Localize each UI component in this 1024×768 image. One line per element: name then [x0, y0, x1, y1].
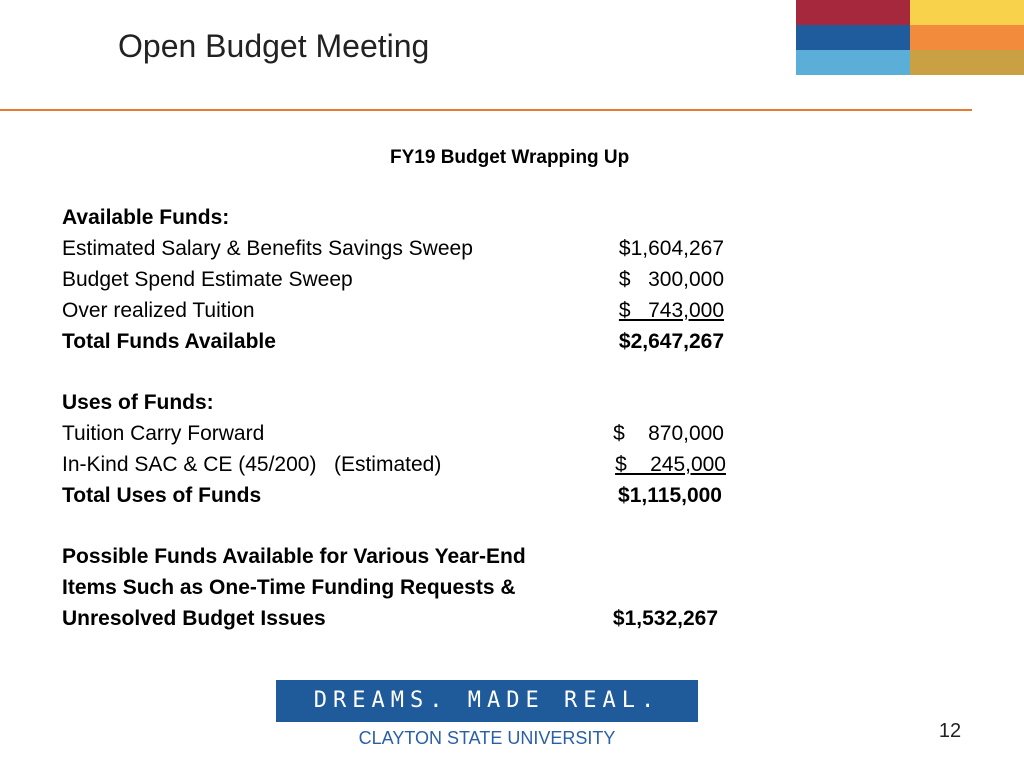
logo-tagline: DREAMS. MADE REAL.	[276, 680, 698, 722]
closing-line: Unresolved Budget Issues	[62, 607, 326, 630]
row-amount: $ 300,000	[618, 268, 724, 291]
color-block	[910, 50, 1024, 75]
page-number: 12	[938, 720, 962, 742]
row-amount: $ 743,000	[618, 299, 724, 322]
row-label: Estimated Salary & Benefits Savings Swee…	[62, 237, 473, 260]
color-block	[796, 50, 910, 75]
closing-amount: $1,532,267	[612, 607, 718, 630]
section-heading: Uses of Funds:	[62, 391, 214, 414]
closing-line: Items Such as One-Time Funding Requests …	[62, 576, 516, 599]
color-block	[910, 25, 1024, 50]
color-block	[796, 25, 910, 50]
section-heading: Available Funds:	[62, 206, 230, 229]
row-label: Budget Spend Estimate Sweep	[62, 268, 353, 291]
total-label: Total Uses of Funds	[62, 484, 262, 507]
total-label: Total Funds Available	[62, 330, 276, 353]
closing-line: Possible Funds Available for Various Yea…	[62, 545, 526, 568]
row-label: Tuition Carry Forward	[62, 422, 265, 445]
divider	[0, 109, 972, 111]
row-label: In-Kind SAC & CE (45/200) (Estimated)	[62, 453, 442, 476]
row-amount: $1,604,267	[618, 237, 724, 260]
total-amount: $1,115,000	[618, 484, 722, 507]
title: Open Budget Meeting	[118, 28, 430, 64]
logo-name: CLAYTON STATE UNIVERSITY	[358, 728, 616, 748]
row-label: Over realized Tuition	[62, 299, 255, 322]
row-amount: $ 245,000	[615, 453, 726, 476]
total-amount: $2,647,267	[618, 330, 724, 353]
color-block	[910, 0, 1024, 25]
row-amount: $ 870,000	[613, 422, 724, 445]
subtitle: FY19 Budget Wrapping Up	[390, 147, 630, 168]
color-block	[796, 0, 910, 25]
